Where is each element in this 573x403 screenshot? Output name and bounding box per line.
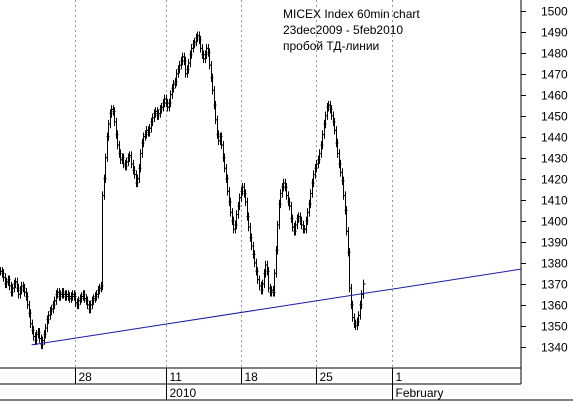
x-month-label-0: 2010: [170, 386, 197, 400]
y-tick-label-16: 1500: [541, 5, 568, 19]
y-tick-label-11: 1450: [541, 110, 568, 124]
y-tick-label-15: 1490: [541, 26, 568, 40]
y-tick-label-14: 1480: [541, 47, 568, 61]
vertical-gridlines: [75, 0, 393, 368]
y-tick-label-0: 1340: [541, 341, 568, 355]
chart-title: MICEX Index 60min chart: [283, 7, 420, 21]
price-bars: [0, 31, 366, 350]
ohlc-bar-68: [100, 191, 105, 291]
y-tick-label-13: 1470: [541, 68, 568, 82]
ohlc-bar-172: [257, 275, 262, 291]
trendline: [31, 268, 522, 346]
chart-subtitle-dates: 23dec2009 - 5feb2010: [283, 23, 403, 37]
trendline-group: [31, 268, 522, 346]
y-tick-label-2: 1360: [541, 299, 568, 313]
x-day-tick-label-4: 1: [396, 370, 403, 384]
x-month-label-1: February: [396, 386, 444, 400]
chart-title-block: MICEX Index 60min chart 23dec2009 - 5feb…: [283, 7, 420, 53]
x-tick-labels: 28 11 18 25 1 2010 February: [75, 368, 444, 400]
y-tick-label-9: 1430: [541, 152, 568, 166]
y-tick-label-3: 1370: [541, 278, 568, 292]
y-tick-label-7: 1410: [541, 194, 568, 208]
y-tick-label-10: 1440: [541, 131, 568, 145]
y-tick-label-6: 1400: [541, 215, 568, 229]
x-day-tick-label-3: 25: [320, 370, 334, 384]
y-tick-labels: 1340 1350 1360 1370 1380 1390 1400 1410 1420 1430…: [521, 5, 568, 355]
x-day-tick-label-1: 11: [170, 370, 183, 384]
y-tick-label-5: 1390: [541, 236, 568, 250]
y-tick-label-8: 1420: [541, 173, 568, 187]
y-tick-label-12: 1460: [541, 89, 568, 103]
y-tick-label-1: 1350: [541, 320, 568, 334]
ohlc-bar-87: [129, 151, 134, 169]
y-tick-label-4: 1380: [541, 257, 568, 271]
x-day-tick-label-2: 18: [245, 370, 259, 384]
chart-subtitle-note: пробой ТД-линии: [283, 39, 379, 53]
x-day-tick-label-0: 28: [79, 370, 93, 384]
ohlc-bar-241: [361, 279, 366, 299]
